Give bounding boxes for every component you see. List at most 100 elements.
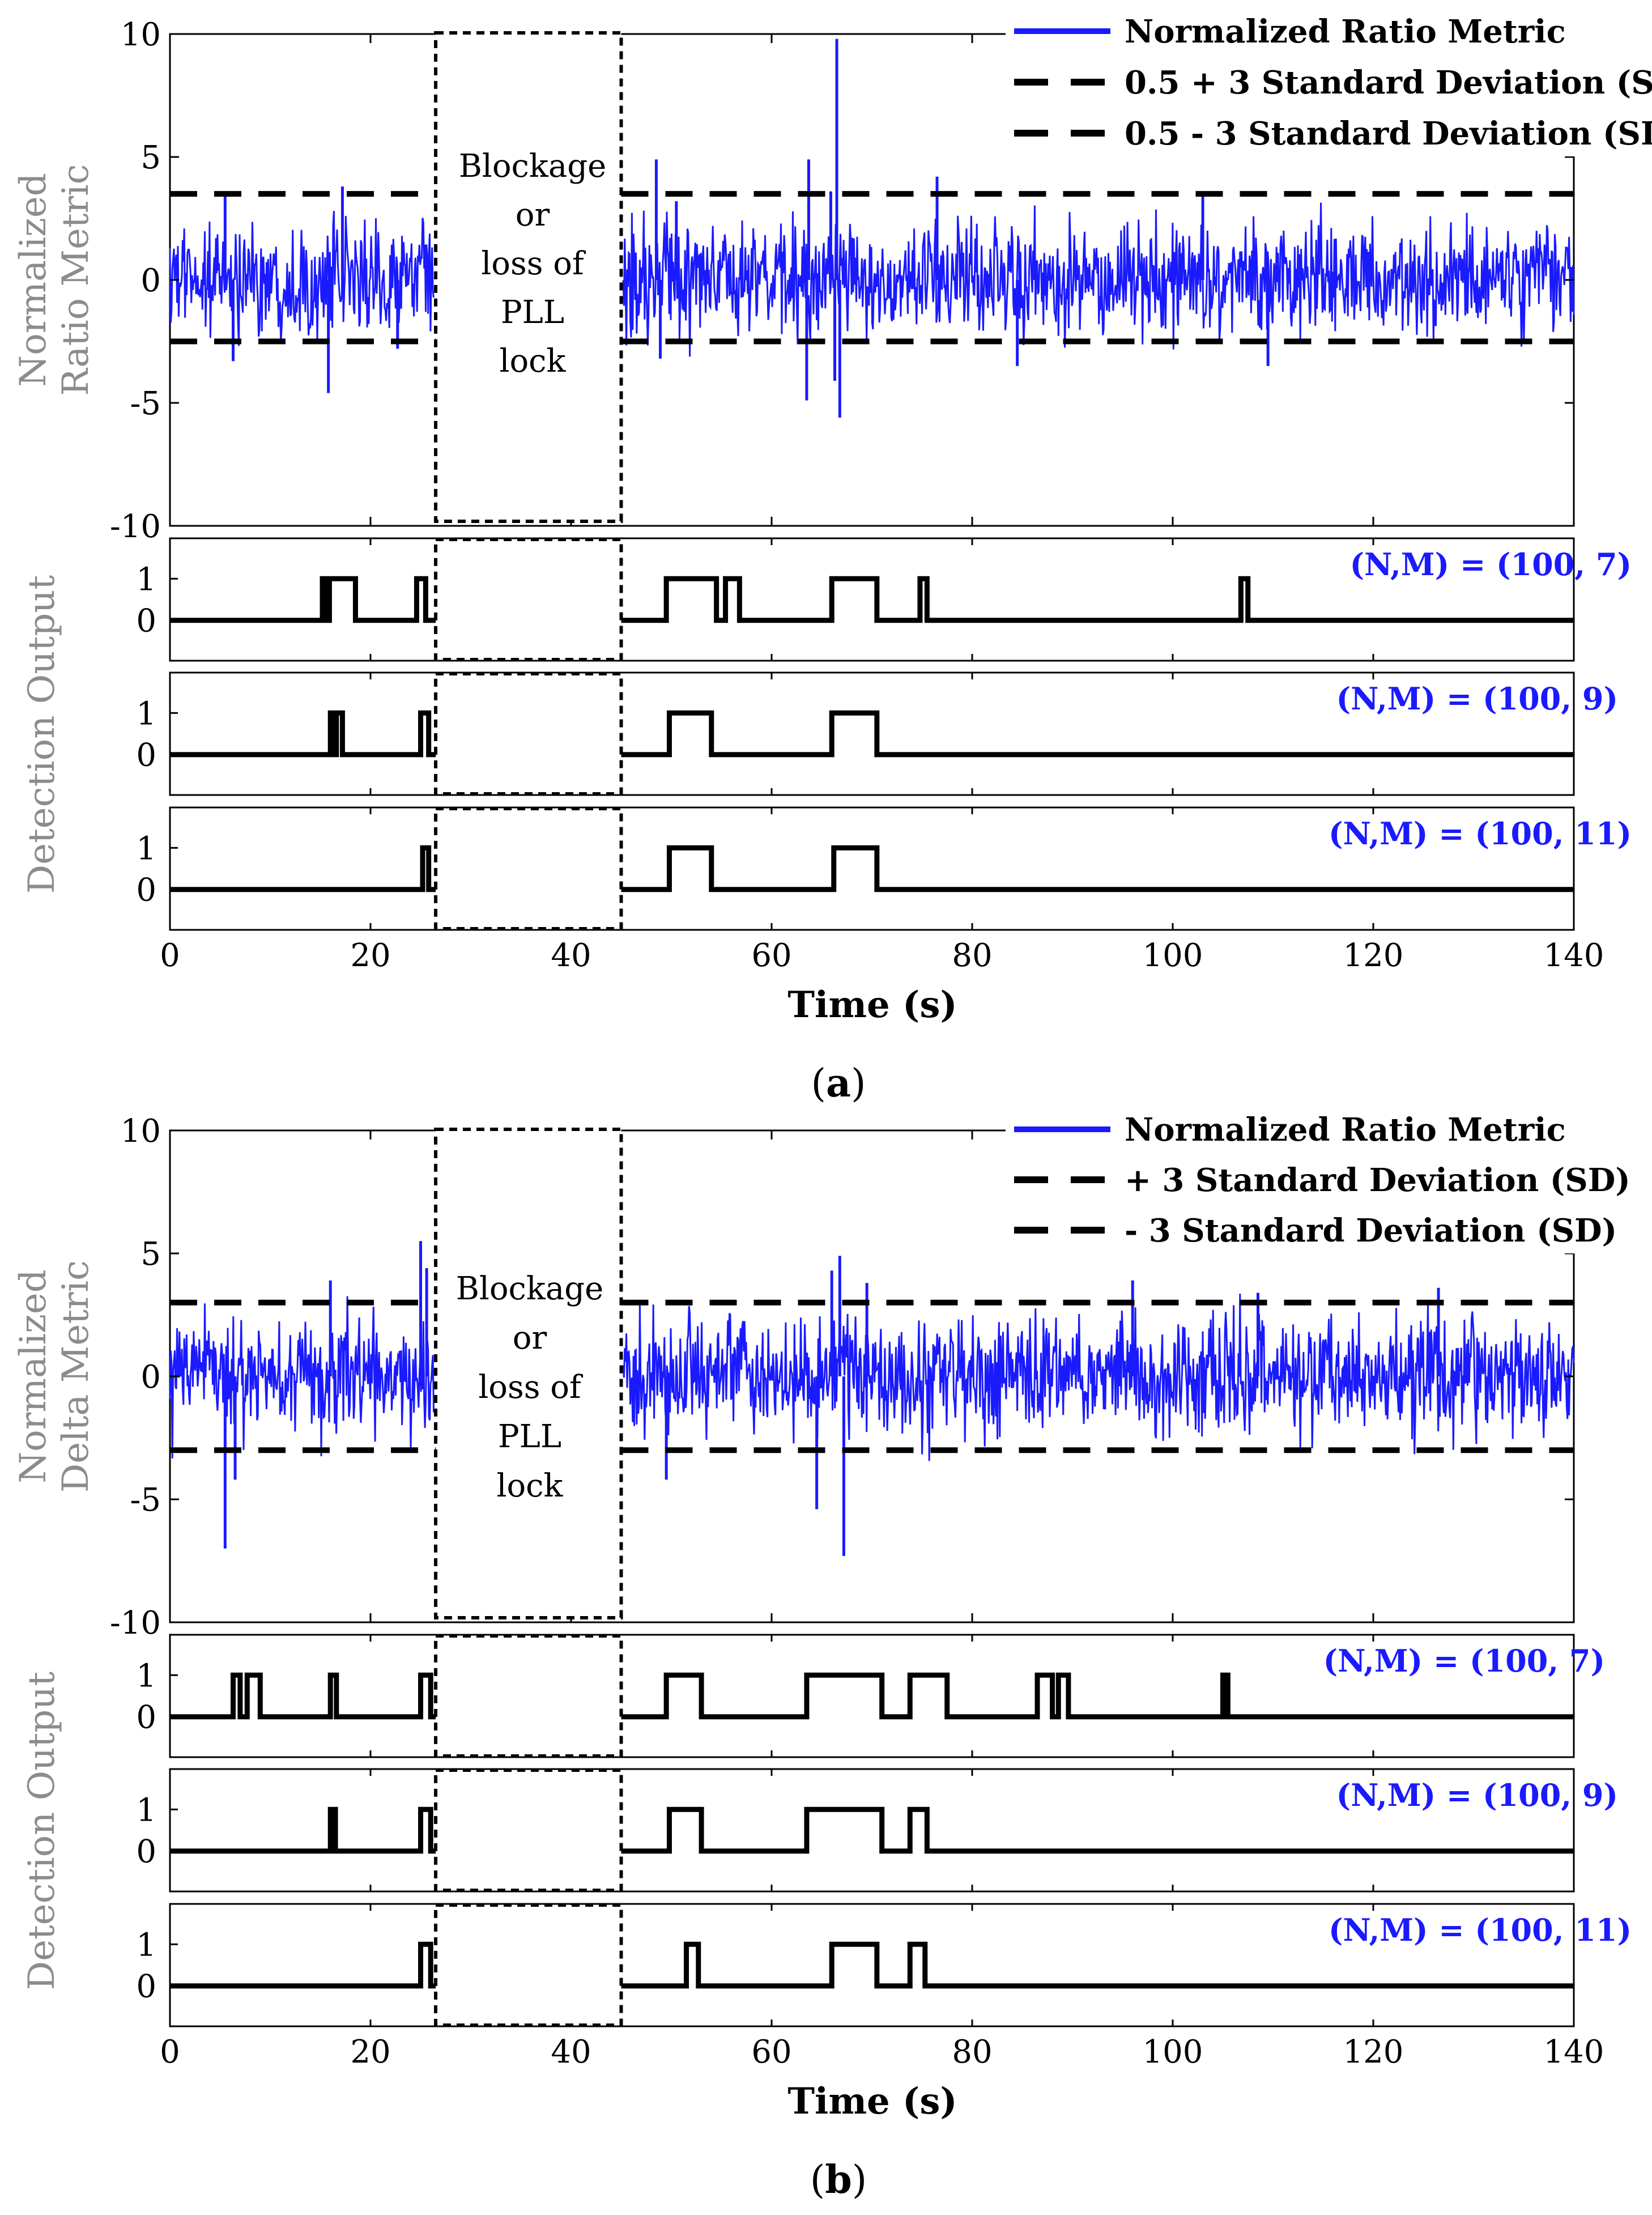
panel-b-blockage-box-det1: [434, 1634, 623, 1758]
panel-a-blockage-boxes: Blockage or loss of PLL lock: [434, 31, 623, 930]
panel-b-blockage-boxes: Blockage or loss of PLL lock: [434, 1128, 623, 2027]
panel-a-x-ticks: 0 20 40 60 80 100 120 140: [160, 34, 1604, 974]
panel-b-top-plot: 10 5 0 -5 -10: [110, 1113, 1575, 1642]
a-top-ytick-label-1: 5: [140, 139, 161, 176]
panel-a-det1-axes: [169, 537, 1575, 662]
panel-a-top-plot: 10 5 0 -5 -10: [110, 16, 1575, 545]
panel-a-spikes: [223, 39, 1270, 418]
panel-a-detection-series-2: [170, 710, 1574, 758]
panel-a-blockage-text-2: or: [516, 197, 550, 233]
a-xtick-label-3: 60: [751, 937, 791, 974]
panel-b-det1-y-ticks: 10: [136, 1657, 178, 1736]
a-xtick-label-0: 0: [160, 937, 180, 974]
a-top-ytick-label-3: -5: [130, 385, 161, 422]
panel-b-det2-y-ticks: 10: [136, 1792, 178, 1870]
panel-a-blockage-box-top: [434, 31, 623, 523]
panel-a-legend-lower: 0.5 - 3 Standard Deviation (SD): [1125, 115, 1652, 152]
b-det2-ytick-label-0: 1: [136, 1792, 156, 1829]
a-top-ytick-label-4: -10: [110, 508, 161, 545]
b-top-ytick-label-2: 0: [140, 1359, 161, 1396]
panel-a-blockage-text-5: lock: [500, 343, 567, 380]
b-xtick-label-5: 100: [1143, 2034, 1203, 2071]
panel-a-blockage-box-det3: [434, 807, 623, 930]
panel-a-detection-series-3: [170, 845, 1574, 892]
panel-a-legend-signal: Normalized Ratio Metric: [1125, 13, 1566, 50]
panel-b-top-y-ticks: 10 5 0 -5 -10: [110, 1113, 1574, 1642]
panel-b-blockage-text-1: Blockage: [456, 1270, 603, 1307]
panel-b-ylabel-line-1: Normalized: [12, 1269, 54, 1483]
panel-a-det3-axes: [169, 806, 1575, 931]
panel-b-blockage-box-det2: [434, 1768, 623, 1892]
panel-a-nm-label-1: (N,M) = (100, 7): [1350, 546, 1632, 583]
a-top-ytick-label-2: 0: [140, 262, 161, 299]
panel-b-detection-series-3: [170, 1941, 1574, 1989]
panel-b-detection-series-2: [170, 1806, 1574, 1854]
panel-b-nm-label-3: (N,M) = (100, 11): [1329, 1912, 1632, 1948]
a-xtick-label-2: 40: [551, 937, 591, 974]
panel-b-ylabel-line-2: Delta Metric: [55, 1260, 97, 1493]
panel-a-det1-y-ticks: 10: [136, 561, 178, 640]
b-xtick-label-3: 60: [751, 2034, 791, 2071]
panel-a-blockage-box-det1: [434, 538, 623, 661]
panel-b-det1-axes: [169, 1634, 1575, 1758]
panel-a-ylabel-line-2: Ratio Metric: [55, 164, 97, 396]
a-xtick-label-1: 20: [350, 937, 390, 974]
panel-b-nm-label-1: (N,M) = (100, 7): [1323, 1643, 1605, 1679]
panel-a-blockage-box-det2: [434, 672, 623, 796]
panel-a-nm-label-2: (N,M) = (100, 9): [1336, 681, 1618, 717]
panel-a-nm-label-3: (N,M) = (100, 11): [1329, 815, 1632, 852]
b-xtick-label-7: 140: [1544, 2034, 1604, 2071]
a-det2-ytick-label-0: 1: [136, 695, 156, 732]
panel-b-legend: Normalized Ratio Metric + 3 Standard Dev…: [1006, 1111, 1640, 1253]
panel-a-detection-series-1: [170, 576, 1574, 623]
a-det3-ytick-label-1: 0: [136, 872, 156, 909]
a-xtick-label-7: 140: [1544, 937, 1604, 974]
panel-a-xlabel: Time (s): [787, 984, 957, 1026]
b-det2-ytick-label-1: 0: [136, 1834, 156, 1870]
panel-a-detection-plots: 10 10 10: [136, 561, 1574, 909]
panel-a-caption-letter: a: [826, 1061, 851, 1106]
panel-a-legend-upper: 0.5 + 3 Standard Deviation (SD): [1125, 64, 1652, 101]
panel-b-legend-lower: - 3 Standard Deviation (SD): [1125, 1212, 1617, 1249]
b-xtick-label-1: 20: [350, 2034, 390, 2071]
b-xtick-label-4: 80: [952, 2034, 992, 2071]
panel-b-blockage-text-4: PLL: [498, 1418, 561, 1455]
panel-b-blockage-text-5: lock: [497, 1468, 564, 1504]
b-det1-ytick-label-0: 1: [136, 1657, 156, 1694]
panel-b-detection-plots: 10 10 10: [136, 1657, 1574, 2005]
panel-b-xlabel: Time (s): [787, 2080, 957, 2123]
panel-b-blockage-box-det3: [434, 1903, 623, 2027]
b-top-ytick-label-1: 5: [140, 1236, 161, 1273]
panel-a-signal-line: [169, 202, 1575, 357]
panel-b-blockage-text-3: loss of: [478, 1369, 584, 1406]
panel-b-signal-line: [169, 1293, 1575, 1461]
b-top-ytick-label-3: -5: [130, 1482, 161, 1519]
a-det1-ytick-label-1: 0: [136, 603, 156, 640]
a-det2-ytick-label-1: 0: [136, 737, 156, 774]
a-xtick-label-5: 100: [1143, 937, 1203, 974]
b-top-ytick-label-4: -10: [110, 1605, 161, 1642]
b-xtick-label-2: 40: [551, 2034, 591, 2071]
panel-b-det2-axes: [169, 1768, 1575, 1893]
panel-b-caption-letter: b: [825, 2157, 852, 2203]
panel-a-legend: Normalized Ratio Metric 0.5 + 3 Standard…: [1006, 13, 1652, 156]
b-top-ytick-label-0: 10: [121, 1113, 161, 1150]
panel-b-det3-y-ticks: 10: [136, 1927, 178, 2005]
panel-b-legend-signal: Normalized Ratio Metric: [1125, 1111, 1566, 1149]
panel-a-det3-y-ticks: 10: [136, 830, 178, 909]
panel-a-detection-ylabel: Detection Output: [21, 575, 63, 894]
panel-b-detection-ylabel: Detection Output: [21, 1672, 63, 1991]
a-det3-ytick-label-0: 1: [136, 830, 156, 867]
a-det1-ytick-label-0: 1: [136, 561, 156, 598]
b-xtick-label-0: 0: [160, 2034, 180, 2071]
panel-a-blockage-text-3: loss of: [481, 245, 586, 282]
panel-a-ylabel-line-1: Normalized: [12, 173, 54, 386]
panel-a-det2-axes: [169, 671, 1575, 796]
panel-b-x-ticks: 0 20 40 60 80 100 120 140: [160, 1130, 1604, 2071]
a-xtick-label-6: 120: [1343, 937, 1404, 974]
b-det3-ytick-label-1: 0: [136, 1969, 156, 2005]
panel-b-blockage-text-2: or: [513, 1320, 547, 1357]
